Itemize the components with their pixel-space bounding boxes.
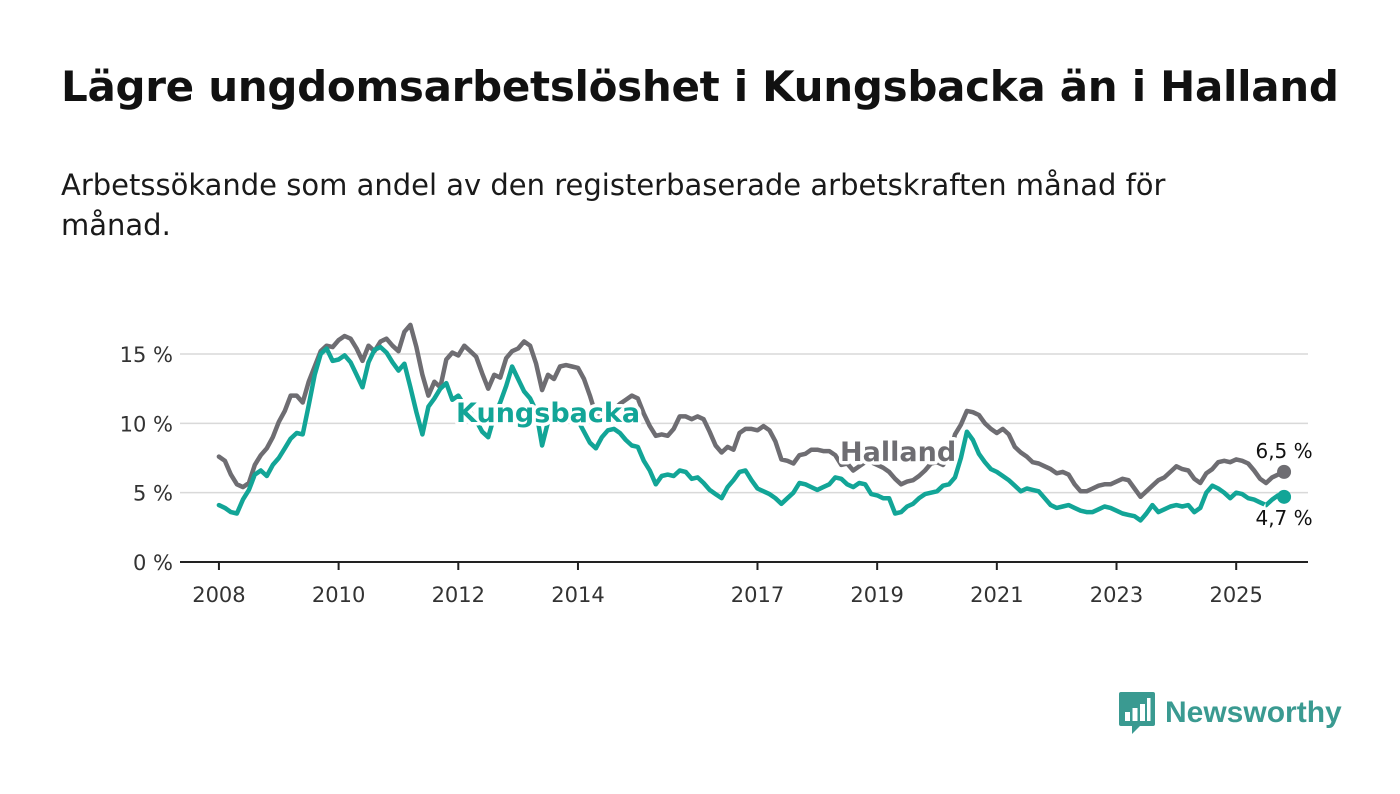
x-tick-label: 2019 (850, 583, 903, 607)
series-annotation-kungsbacka: Kungsbacka (456, 398, 640, 429)
newsworthy-logo-icon (1119, 692, 1155, 734)
series-line-halland (216, 322, 1287, 500)
x-tick-label: 2010 (312, 583, 365, 607)
end-label-halland: 6,5 % (1255, 439, 1312, 463)
x-tick-label: 2025 (1209, 583, 1262, 607)
series-annotation-halland: Halland (840, 437, 956, 468)
y-tick-label: 5 % (133, 482, 173, 506)
y-tick-label: 15 % (120, 343, 173, 367)
chart-title: Lägre ungdomsarbetslöshet i Kungsbacka ä… (61, 62, 1339, 111)
x-tick-label: 2021 (970, 583, 1023, 607)
x-tick-label: 2012 (432, 583, 485, 607)
x-tick-label: 2023 (1090, 583, 1143, 607)
y-tick-label: 10 % (120, 412, 173, 436)
x-tick-label: 2008 (192, 583, 245, 607)
chart-subtitle: Arbetssökande som andel av den registerb… (61, 168, 1166, 242)
x-tick-label: 2017 (731, 583, 784, 607)
series-line-kungsbacka (216, 344, 1287, 523)
end-label-kungsbacka: 4,7 % (1255, 506, 1312, 530)
end-marker-kungsbacka (1277, 489, 1292, 504)
x-tick-label: 2014 (551, 583, 604, 607)
y-tick-label: 0 % (133, 551, 173, 575)
newsworthy-logo: Newsworthy (1118, 690, 1342, 736)
end-marker-halland (1277, 464, 1292, 479)
brand-name: Newsworthy (1165, 696, 1342, 729)
